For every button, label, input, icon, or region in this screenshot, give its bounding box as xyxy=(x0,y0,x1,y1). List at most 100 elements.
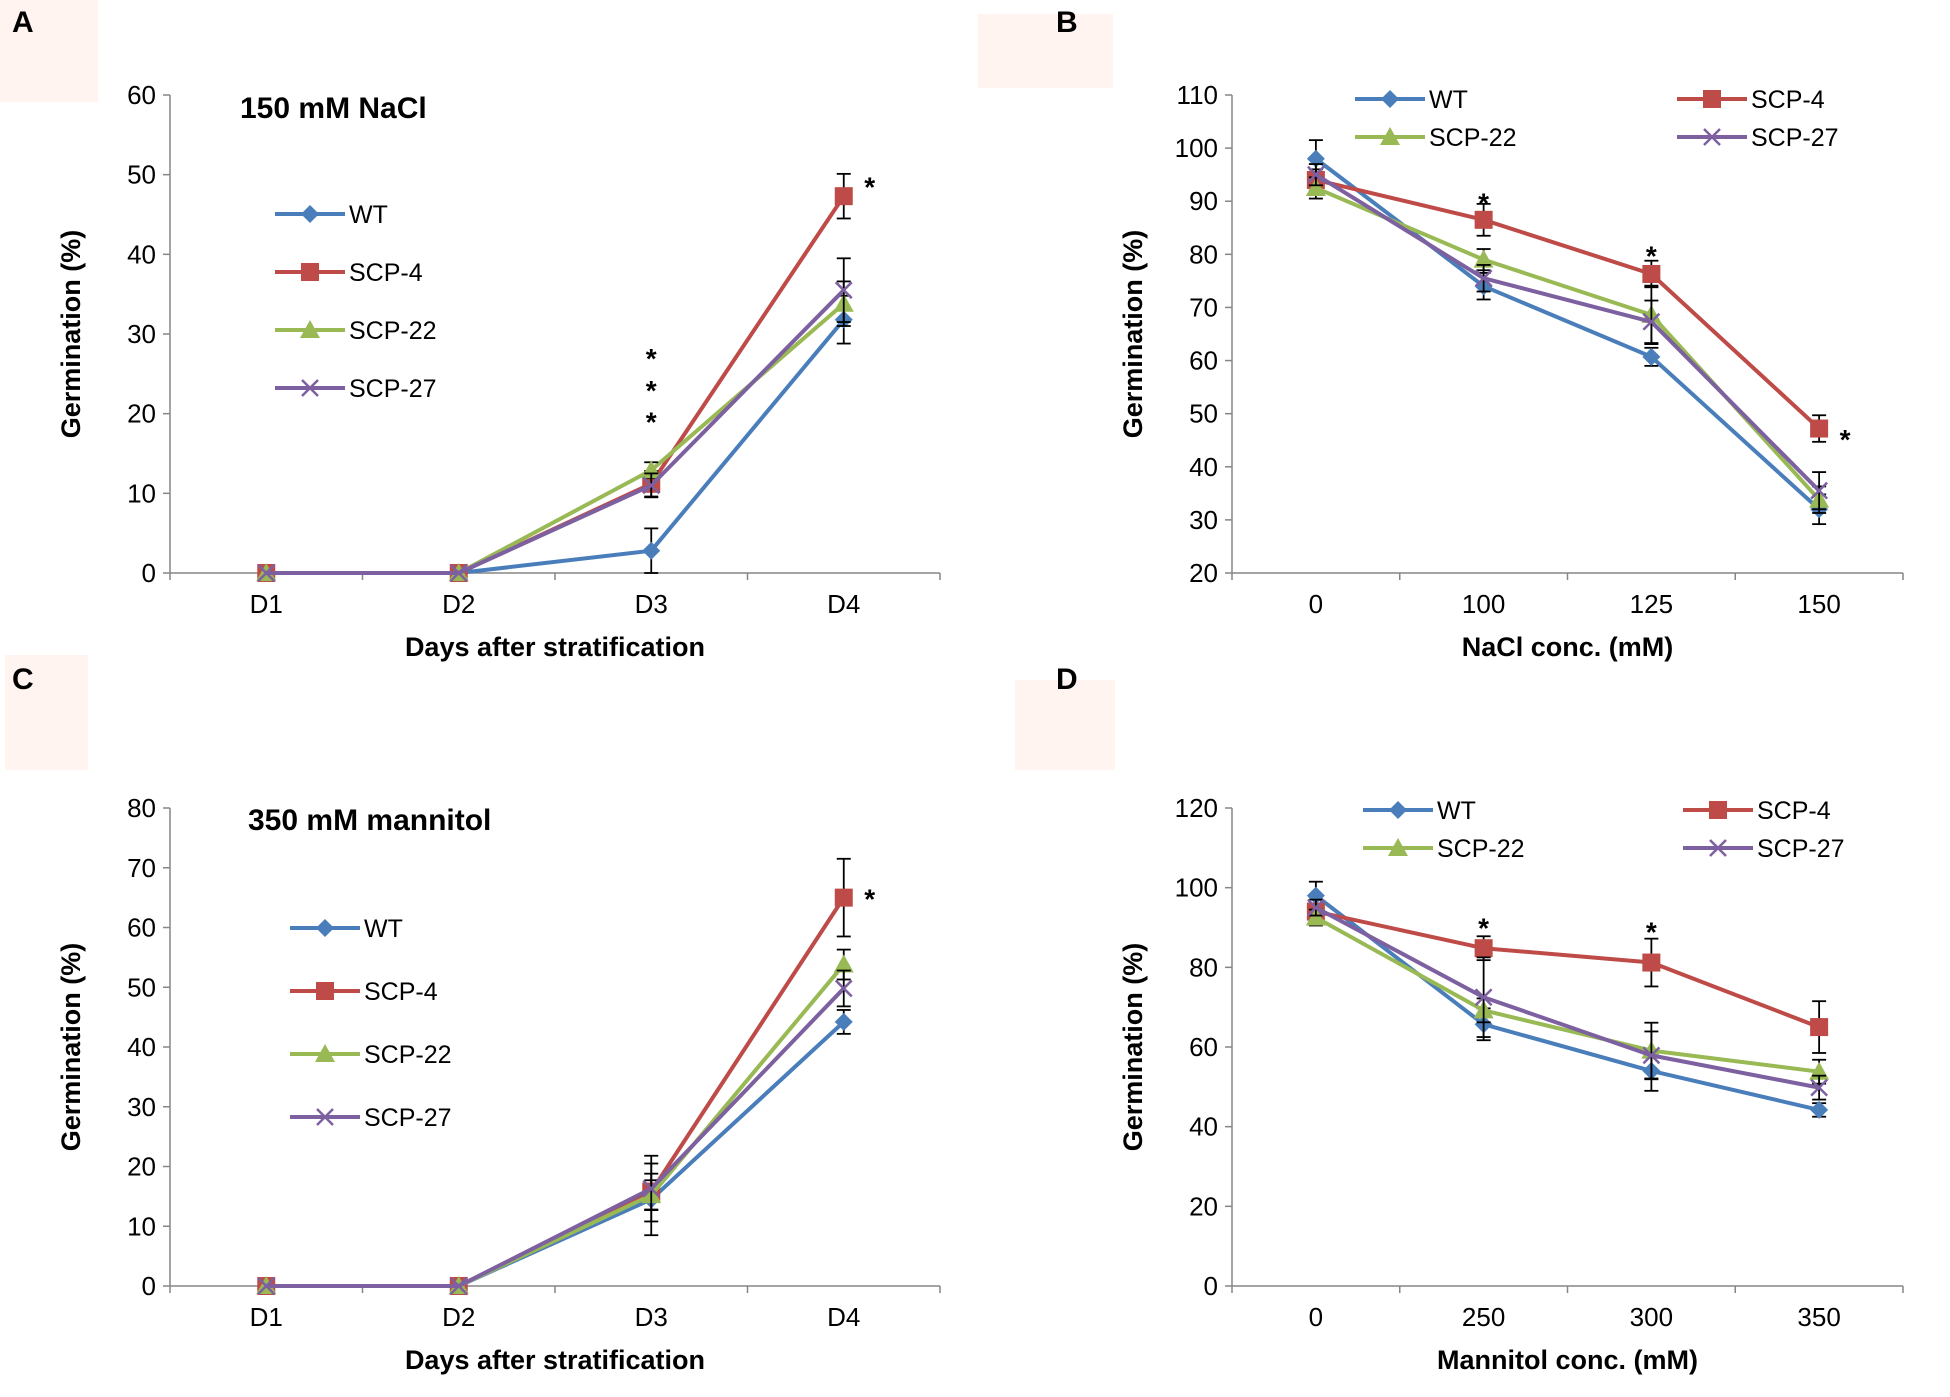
chart-a-legend-label-scp-4: SCP-4 xyxy=(349,259,423,287)
chart-b-legend-label-wt: WT xyxy=(1429,86,1468,114)
chart-c-xtick-label-d1: D1 xyxy=(250,1302,283,1332)
chart-b-series-scp-22-line xyxy=(1315,186,1821,502)
chart-b-legend-marker-scp-22 xyxy=(1380,127,1400,145)
chart-b-series-scp-4-point-100 xyxy=(1474,210,1493,229)
chart-d-series-scp-4-point-350 xyxy=(1810,1018,1829,1037)
chart-c-ytick-label-10: 10 xyxy=(127,1211,156,1241)
panel-a-label-bg xyxy=(0,0,98,102)
chart-d-significance-mark-0: * xyxy=(1478,913,1489,944)
chart-a-legend-item-scp-27: SCP-27 xyxy=(275,375,437,403)
panel-d-label: D xyxy=(1056,663,1078,696)
chart-d-ytick-label-80: 80 xyxy=(1189,952,1218,982)
chart-a-legend-marker-scp-22 xyxy=(300,320,320,338)
chart-a-series-scp-27-point-d1-stroke-b xyxy=(257,564,276,582)
chart-c-ytick-label-60: 60 xyxy=(127,913,156,943)
chart-a-significance-mark-2: * xyxy=(646,407,657,438)
chart-d-series-scp-4-line xyxy=(1315,909,1820,1029)
chart-b-series-scp-4-line xyxy=(1315,178,1821,431)
chart-a-series-scp-27-point-d3 xyxy=(642,476,661,495)
chart-c: 0 10 20 30 40 50 60 70 80 D1 D2 D3 D4 Days after stra… xyxy=(56,793,941,1375)
chart-c-legend-marker-scp-4 xyxy=(316,982,334,1000)
chart-c-series-scp-27-point-d4-stroke-b xyxy=(834,979,853,998)
chart-c-xtick-label-d2: D2 xyxy=(442,1302,475,1332)
chart-c-series-scp-27-point-d2 xyxy=(449,1277,468,1295)
chart-d-series-wt-line xyxy=(1314,894,1820,1112)
chart-a-xtick-label-d1: D1 xyxy=(250,589,283,619)
chart-a-ytick-label-30: 30 xyxy=(127,319,156,349)
chart-c-x-axis-title: Days after stratification xyxy=(405,1345,705,1375)
chart-c-series-wt-line xyxy=(266,1020,846,1288)
chart-b-legend-marker-wt xyxy=(1381,90,1399,108)
chart-b-series-scp-4-point-150 xyxy=(1810,419,1829,438)
chart-a-ytick-label-0: 0 xyxy=(142,558,156,588)
chart-a-series-scp-4-point-d4 xyxy=(834,187,853,206)
chart-a-xtick-label-d3: D3 xyxy=(635,589,668,619)
chart-a-series-scp-22 xyxy=(256,280,854,581)
chart-b-ytick-label-70: 70 xyxy=(1189,292,1218,322)
chart-b: 20 30 40 50 60 70 80 90 100 110 0 100 125 150 NaCl con… xyxy=(1118,80,1904,662)
panel-b-label-bg xyxy=(978,14,1113,88)
chart-c-significance-mark-0: * xyxy=(864,884,875,915)
chart-a-x-axis-title: Days after stratification xyxy=(405,632,705,662)
chart-c-ytick-label-80: 80 xyxy=(127,793,156,823)
chart-d-x-axis-title: Mannitol conc. (mM) xyxy=(1437,1345,1698,1375)
chart-b-legend-marker-scp-27-stroke-b xyxy=(1703,128,1721,146)
chart-b-legend-label-scp-22: SCP-22 xyxy=(1429,124,1517,152)
chart-d-series-scp-27-point-350 xyxy=(1810,1078,1829,1097)
chart-d-xtick-label-300: 300 xyxy=(1630,1302,1673,1332)
chart-d-legend-label-scp-4: SCP-4 xyxy=(1757,797,1831,825)
chart-a-title: 150 mM NaCl xyxy=(240,92,427,125)
chart-b-series-scp-27-point-125-stroke-b xyxy=(1642,312,1661,331)
chart-d-xtick-label-0: 0 xyxy=(1309,1302,1323,1332)
chart-d-ytick-label-0: 0 xyxy=(1204,1271,1218,1301)
chart-c-series-scp-27 xyxy=(257,969,853,1295)
chart-d-series-wt xyxy=(1306,880,1829,1119)
chart-c-series-scp-22-point-d4 xyxy=(833,954,854,973)
chart-a-significance-mark-1: * xyxy=(646,375,657,406)
chart-a-legend-marker-scp-4 xyxy=(301,263,319,281)
chart-c-series-scp-27-point-d2-stroke-b xyxy=(449,1277,468,1295)
chart-d-ytick-label-100: 100 xyxy=(1175,873,1218,903)
chart-b-xtick-label-125: 125 xyxy=(1630,589,1673,619)
chart-b-series-scp-22-point-0 xyxy=(1305,177,1326,196)
chart-d-series-scp-22-line xyxy=(1314,915,1820,1074)
chart-b-legend-marker-scp-27 xyxy=(1703,128,1721,146)
chart-d-y-axis-title: Germination (%) xyxy=(1118,943,1148,1152)
chart-a-ytick-label-40: 40 xyxy=(127,239,156,269)
chart-d-series-scp-27-point-300-stroke-b xyxy=(1642,1046,1661,1065)
chart-d-series-scp-27-point-0 xyxy=(1306,898,1325,917)
chart-b-legend-item-scp-4: SCP-4 xyxy=(1677,86,1825,114)
chart-b-legend-item-wt: WT xyxy=(1355,86,1468,114)
chart-b-series-scp-27-point-100-stroke-b xyxy=(1474,269,1493,288)
chart-a-ytick-label-60: 60 xyxy=(127,80,156,110)
chart-c-legend-item-wt: WT xyxy=(290,915,403,943)
chart-b-significance-mark-2: * xyxy=(1840,424,1851,455)
chart-c-legend-item-scp-22: SCP-22 xyxy=(290,1041,452,1069)
chart-b-series-scp-22 xyxy=(1305,176,1830,514)
chart-c-series-wt-point-d4 xyxy=(834,1012,853,1031)
chart-b-ytick-label-110: 110 xyxy=(1177,80,1218,110)
chart-b-series-scp-27 xyxy=(1306,163,1829,511)
chart-d-ytick-label-40: 40 xyxy=(1189,1112,1218,1142)
chart-c-xtick-label-d3: D3 xyxy=(635,1302,668,1332)
chart-c-ytick-label-0: 0 xyxy=(142,1271,156,1301)
chart-a-series-scp-27-line xyxy=(266,288,846,575)
chart-a-legend-item-scp-4: SCP-4 xyxy=(275,259,423,287)
chart-d-legend-label-wt: WT xyxy=(1437,797,1476,825)
chart-c-legend-label-scp-27: SCP-27 xyxy=(364,1104,452,1132)
chart-c-legend-marker-scp-22 xyxy=(315,1044,335,1062)
chart-d: 0 20 40 60 80 100 120 0 250 300 350 Mannitol conc. … xyxy=(1118,793,1904,1375)
chart-d-legend-marker-wt xyxy=(1389,801,1407,819)
chart-c-y-axis-title: Germination (%) xyxy=(56,943,86,1152)
panel-d-label-bg xyxy=(1015,680,1115,770)
chart-d-legend-marker-scp-27-stroke-b xyxy=(1709,839,1727,857)
chart-b-series-scp-27-point-100 xyxy=(1474,269,1493,288)
chart-b-series-scp-27-point-150-stroke-b xyxy=(1810,481,1829,500)
chart-a-legend-label-wt: WT xyxy=(349,201,388,229)
chart-b-xtick-label-150: 150 xyxy=(1797,589,1840,619)
chart-a-legend-marker-scp-27 xyxy=(301,379,319,397)
chart-b-ytick-label-100: 100 xyxy=(1175,133,1218,163)
chart-d-series-scp-27-point-300 xyxy=(1642,1046,1661,1065)
chart-d-legend-item-wt: WT xyxy=(1363,797,1476,825)
